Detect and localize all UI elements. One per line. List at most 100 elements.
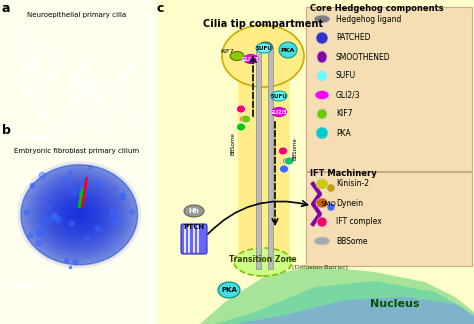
Text: Hedgehog ligand: Hedgehog ligand [336,15,401,24]
Text: SMO: SMO [321,201,337,207]
Polygon shape [23,166,136,264]
Ellipse shape [283,157,292,165]
Ellipse shape [237,123,246,131]
Ellipse shape [316,32,328,44]
Text: KIF7: KIF7 [220,49,234,54]
FancyBboxPatch shape [268,47,273,269]
Text: SMOOTHENED: SMOOTHENED [336,52,391,62]
Polygon shape [45,185,114,245]
Text: IFT complex: IFT complex [336,217,382,226]
Ellipse shape [271,91,287,101]
Text: c: c [157,2,164,15]
Polygon shape [27,170,131,260]
Ellipse shape [327,184,335,192]
Polygon shape [49,189,109,240]
Ellipse shape [184,205,204,217]
Polygon shape [52,191,107,238]
Polygon shape [55,193,104,236]
Ellipse shape [314,15,330,23]
Text: IFT Machinery: IFT Machinery [310,169,377,178]
Title: Neuroepithelial primary cilia: Neuroepithelial primary cilia [27,12,127,18]
Ellipse shape [230,52,244,61]
FancyBboxPatch shape [181,224,207,254]
Polygon shape [66,204,92,226]
Ellipse shape [316,198,328,208]
Text: PATCHED: PATCHED [336,33,371,42]
Ellipse shape [234,248,292,276]
Polygon shape [21,165,137,265]
Polygon shape [40,180,118,249]
Polygon shape [57,195,102,234]
Text: BBSome: BBSome [230,133,236,156]
Ellipse shape [279,147,288,155]
Text: Cilia tip compartment: Cilia tip compartment [203,19,323,29]
Ellipse shape [239,115,248,123]
Ellipse shape [237,105,246,113]
Polygon shape [76,212,82,217]
Polygon shape [32,174,126,255]
Ellipse shape [218,282,240,298]
Text: (Diffusion Barrier): (Diffusion Barrier) [292,265,348,271]
Text: Nucleus: Nucleus [370,299,420,309]
Text: BBSome: BBSome [336,237,367,246]
FancyBboxPatch shape [306,7,472,171]
Text: Dynein: Dynein [336,199,363,207]
Polygon shape [42,183,116,247]
Text: Hh: Hh [189,208,200,214]
Text: a: a [2,2,10,15]
Ellipse shape [317,51,327,63]
Text: SUFU: SUFU [255,45,273,51]
Ellipse shape [222,25,304,87]
Text: b: b [2,124,11,137]
FancyBboxPatch shape [306,172,472,266]
Ellipse shape [279,42,297,58]
Text: GLI2/3: GLI2/3 [270,110,288,114]
Text: Core Hedgehog components: Core Hedgehog components [310,4,444,13]
Polygon shape [30,172,128,257]
Ellipse shape [327,203,335,211]
FancyBboxPatch shape [256,47,261,269]
Ellipse shape [314,237,330,245]
Text: GLI2/3: GLI2/3 [336,90,361,99]
Text: Kinisin-2: Kinisin-2 [336,179,369,189]
Text: PKA: PKA [336,129,351,137]
Text: PKA: PKA [281,48,295,52]
Ellipse shape [244,54,258,64]
Ellipse shape [316,179,328,189]
Polygon shape [35,176,124,253]
Polygon shape [25,168,133,261]
Polygon shape [69,206,90,224]
Text: BBSome: BBSome [292,138,298,160]
Ellipse shape [256,43,272,53]
Polygon shape [235,297,474,324]
Polygon shape [59,197,99,232]
Polygon shape [200,266,474,324]
Ellipse shape [317,71,327,81]
Text: PKA: PKA [221,287,237,293]
Ellipse shape [316,127,328,139]
Ellipse shape [272,108,286,117]
Polygon shape [37,179,121,251]
Polygon shape [20,164,138,266]
Polygon shape [64,202,94,228]
Ellipse shape [258,42,273,52]
Polygon shape [18,162,141,268]
Polygon shape [62,200,97,230]
Text: Transition Zone: Transition Zone [229,254,297,263]
Text: PTCH: PTCH [183,224,204,230]
Ellipse shape [241,115,250,123]
Polygon shape [215,281,474,324]
FancyBboxPatch shape [157,0,474,324]
Text: SUFU: SUFU [336,72,356,80]
Title: Embryonic fibroblast primary cilium: Embryonic fibroblast primary cilium [15,148,139,154]
Ellipse shape [317,217,327,227]
Polygon shape [71,208,87,222]
Text: SUFU: SUFU [271,94,287,98]
FancyBboxPatch shape [238,49,290,269]
Text: KIF7: KIF7 [336,110,353,119]
Text: GLI2/3: GLI2/3 [242,56,260,62]
Ellipse shape [317,109,327,119]
Ellipse shape [284,157,293,165]
Polygon shape [47,187,111,243]
Ellipse shape [280,165,289,173]
